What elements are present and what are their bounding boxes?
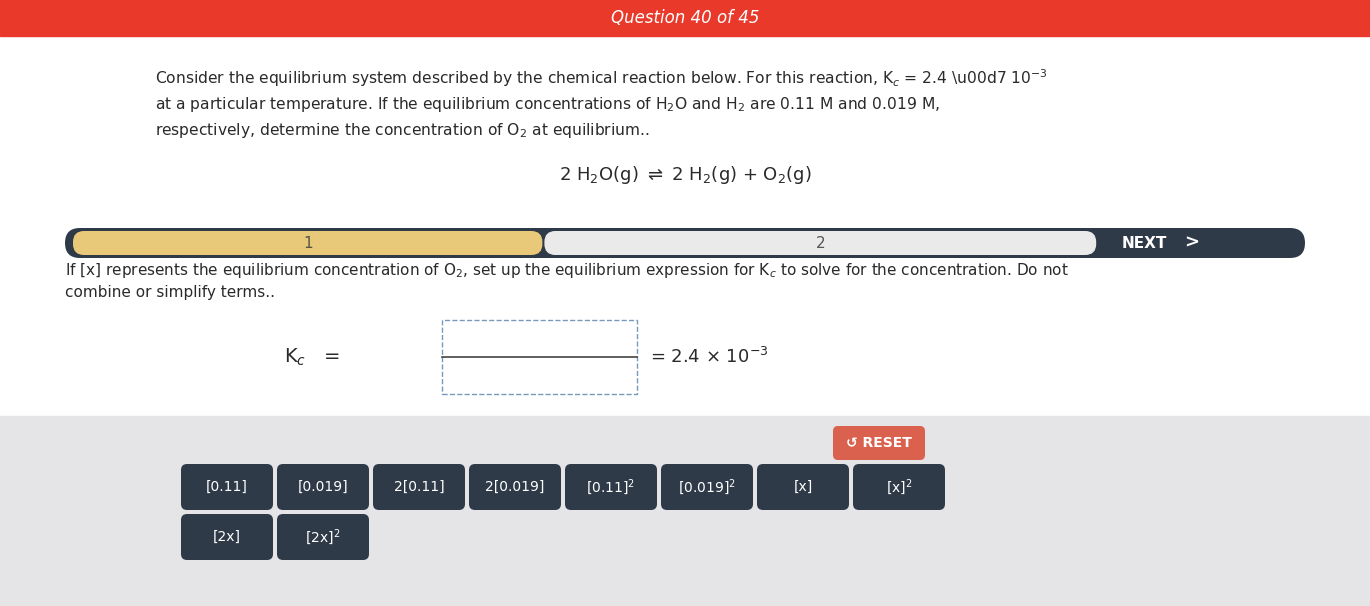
FancyBboxPatch shape: [469, 464, 560, 510]
Text: [2x]: [2x]: [212, 530, 241, 544]
FancyBboxPatch shape: [660, 464, 754, 510]
FancyBboxPatch shape: [64, 228, 1306, 258]
FancyBboxPatch shape: [758, 464, 849, 510]
FancyBboxPatch shape: [73, 231, 543, 255]
FancyBboxPatch shape: [181, 514, 273, 560]
FancyBboxPatch shape: [443, 320, 637, 394]
Text: 2[0.019]: 2[0.019]: [485, 480, 545, 494]
Text: 1: 1: [303, 236, 312, 250]
Text: [0.11]$^2$: [0.11]$^2$: [586, 477, 636, 497]
Text: respectively, determine the concentration of O$_2$ at equilibrium..: respectively, determine the concentratio…: [155, 121, 649, 139]
Text: >: >: [1184, 234, 1199, 252]
Text: K$_c$   =: K$_c$ =: [284, 347, 340, 368]
FancyBboxPatch shape: [277, 464, 369, 510]
FancyBboxPatch shape: [564, 464, 658, 510]
Text: [x]$^2$: [x]$^2$: [886, 477, 912, 497]
FancyBboxPatch shape: [373, 464, 464, 510]
Text: [0.019]$^2$: [0.019]$^2$: [678, 477, 736, 497]
Text: Consider the equilibrium system described by the chemical reaction below. For th: Consider the equilibrium system describe…: [155, 67, 1048, 89]
FancyBboxPatch shape: [854, 464, 945, 510]
Text: NEXT: NEXT: [1122, 236, 1167, 250]
FancyBboxPatch shape: [544, 231, 1096, 255]
FancyBboxPatch shape: [181, 464, 273, 510]
FancyBboxPatch shape: [277, 514, 369, 560]
Text: = 2.4 × 10$^{-3}$: = 2.4 × 10$^{-3}$: [649, 347, 769, 367]
Text: ↺ RESET: ↺ RESET: [847, 436, 912, 450]
Bar: [0, 416, 1370, 606]
Text: 2: 2: [815, 236, 825, 250]
Text: at a particular temperature. If the equilibrium concentrations of H$_2$O and H$_: at a particular temperature. If the equi…: [155, 95, 940, 113]
Text: 2 H$_2$O(g) $\rightleftharpoons$ 2 H$_2$(g) + O$_2$(g): 2 H$_2$O(g) $\rightleftharpoons$ 2 H$_2$…: [559, 164, 811, 186]
Text: combine or simplify terms..: combine or simplify terms..: [64, 284, 275, 299]
Text: [0.11]: [0.11]: [206, 480, 248, 494]
Text: [x]: [x]: [793, 480, 812, 494]
Text: 2[0.11]: 2[0.11]: [393, 480, 444, 494]
Text: Question 40 of 45: Question 40 of 45: [611, 9, 759, 27]
Text: [2x]$^2$: [2x]$^2$: [306, 527, 341, 547]
Text: [0.019]: [0.019]: [297, 480, 348, 494]
Bar: [0, 0, 1370, 36]
Text: If [x] represents the equilibrium concentration of O$_2$, set up the equilibrium: If [x] represents the equilibrium concen…: [64, 261, 1069, 279]
FancyBboxPatch shape: [833, 426, 925, 460]
